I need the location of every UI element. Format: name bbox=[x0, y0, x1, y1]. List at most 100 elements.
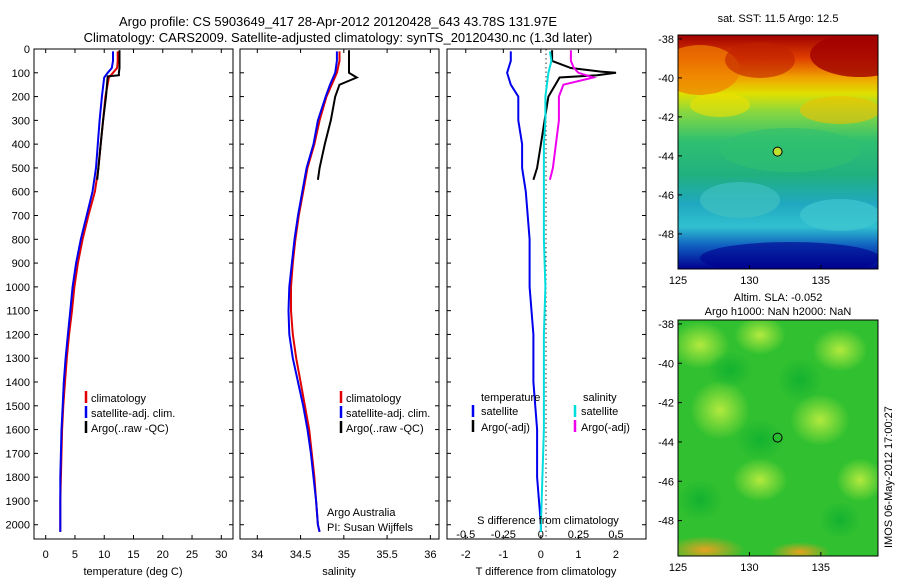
annotation-pi: PI: Susan Wijffels bbox=[327, 522, 413, 534]
y-tick-label: 1200 bbox=[6, 329, 30, 341]
x-tick-label: 35 bbox=[338, 549, 350, 561]
sla-map-panel: Altim. SLA: -0.052 Argo h1000: NaN h2000… bbox=[658, 292, 879, 574]
x-tick-label: 34.5 bbox=[290, 549, 311, 561]
series-line-s-satellite bbox=[539, 51, 553, 532]
y-tick-label: 100 bbox=[12, 68, 30, 80]
difference-panel: -2 -1 0 1 2 -0.5 -0.25 0 0.25 0.5 temperature sal… bbox=[446, 48, 647, 578]
y-tick-label: 1600 bbox=[6, 425, 30, 437]
series-line-s-argo-adj- bbox=[548, 50, 598, 181]
temperature-panel: 0100200300400500600700800900100011001200… bbox=[6, 44, 234, 578]
salinity-xlabel: salinity bbox=[322, 566, 356, 578]
sst-map-title: sat. SST: 11.5 Argo: 12.5 bbox=[718, 13, 839, 25]
salinity-panel: 34 34.5 35 35.5 36 climatology satellite-adj… bbox=[239, 48, 440, 578]
annotation-argo-australia: Argo Australia bbox=[327, 507, 396, 519]
series-line-climatology bbox=[59, 51, 119, 532]
difference-axes-box bbox=[446, 48, 647, 540]
x-tick-label: 5 bbox=[72, 549, 78, 561]
sla-map-title-line-1: Altim. SLA: -0.052 bbox=[734, 292, 823, 304]
series-line-argo-raw-qc- bbox=[96, 50, 121, 180]
temperature-legend: climatology satellite-adj. clim. Argo(..… bbox=[84, 391, 175, 435]
y-tick-label: -44 bbox=[658, 151, 674, 163]
title-line-1: Argo profile: CS 5903649_417 28-Apr-2012… bbox=[119, 14, 557, 29]
series-line-t-satellite bbox=[506, 51, 542, 532]
argo-position-marker bbox=[772, 146, 783, 157]
y-tick-label: -48 bbox=[658, 516, 674, 528]
s-tick-label: -0.5 bbox=[456, 529, 475, 541]
x-tick-label: 30 bbox=[215, 549, 227, 561]
legend-label-satellite: satellite-adj. clim. bbox=[91, 408, 175, 420]
y-tick-label: 1100 bbox=[6, 306, 30, 318]
y-tick-label: 700 bbox=[12, 211, 30, 223]
y-tick-label: 1300 bbox=[6, 353, 30, 365]
y-tick-label: -38 bbox=[658, 34, 674, 46]
y-tick-label: -40 bbox=[658, 358, 674, 370]
imos-timestamp-label: IMOS 06-May-2012 17:00:27 bbox=[883, 406, 895, 548]
y-tick-label: 200 bbox=[12, 92, 30, 104]
x-tick-label: -1 bbox=[498, 549, 508, 561]
y-tick-label: 400 bbox=[12, 139, 30, 151]
difference-legend: temperature salinity satellite Argo(-adj… bbox=[471, 392, 630, 434]
x-tick-label: 125 bbox=[669, 275, 687, 287]
x-tick-label: -2 bbox=[461, 549, 471, 561]
y-tick-label: 1400 bbox=[6, 377, 30, 389]
sst-map-frame bbox=[677, 34, 879, 270]
sla-map-image bbox=[678, 320, 878, 556]
x-tick-label: 1 bbox=[575, 549, 581, 561]
salinity-legend: climatology satellite-adj. clim. Argo(..… bbox=[339, 391, 430, 435]
legend-title-salinity: salinity bbox=[583, 392, 617, 404]
y-tick-label: 800 bbox=[12, 234, 30, 246]
x-tick-label: 0 bbox=[538, 549, 544, 561]
x-tick-label: 36 bbox=[424, 549, 436, 561]
sst-map-panel: sat. SST: 11.5 Argo: 12.5 125 130 135 -38 -4… bbox=[658, 13, 879, 287]
legend-title-temperature: temperature bbox=[481, 392, 540, 404]
y-tick-label: 1800 bbox=[6, 472, 30, 484]
y-tick-label: -46 bbox=[658, 476, 674, 488]
y-tick-label: -44 bbox=[658, 437, 674, 449]
y-tick-label: 500 bbox=[12, 163, 30, 175]
y-tick-label: -46 bbox=[658, 190, 674, 202]
x-tick-label: 10 bbox=[98, 549, 110, 561]
y-tick-label: 300 bbox=[12, 115, 30, 127]
legend-label-argo: Argo(..raw -QC) bbox=[346, 423, 424, 435]
x-tick-label: 25 bbox=[186, 549, 198, 561]
y-tick-label: 2000 bbox=[6, 520, 30, 532]
legend-label-s-argo: Argo(-adj) bbox=[581, 422, 630, 434]
legend-label-satellite: satellite-adj. clim. bbox=[346, 408, 430, 420]
x-tick-label: 130 bbox=[740, 275, 758, 287]
y-tick-label: 0 bbox=[24, 44, 30, 56]
temperature-axes-box bbox=[33, 48, 234, 540]
difference-xlabel: T difference from climatology bbox=[476, 566, 617, 578]
y-tick-label: -48 bbox=[658, 229, 674, 241]
legend-label-argo: Argo(..raw -QC) bbox=[91, 423, 169, 435]
x-tick-label: 34 bbox=[251, 549, 263, 561]
salinity-axes-box bbox=[239, 48, 440, 540]
series-line-argo-raw-qc- bbox=[316, 50, 360, 180]
legend-label-s-satellite: satellite bbox=[581, 406, 618, 418]
argo-position-marker bbox=[772, 432, 783, 443]
x-tick-label: 135 bbox=[812, 275, 830, 287]
x-tick-label: 0 bbox=[43, 549, 49, 561]
legend-label-climatology: climatology bbox=[346, 393, 402, 405]
s-difference-label: S difference from climatology bbox=[477, 515, 619, 527]
sla-map-title-line-2: Argo h1000: NaN h2000: NaN bbox=[705, 306, 852, 318]
y-tick-label: 1900 bbox=[6, 496, 30, 508]
y-tick-label: 1700 bbox=[6, 448, 30, 460]
x-tick-label: 2 bbox=[613, 549, 619, 561]
y-tick-label: 1000 bbox=[6, 282, 30, 294]
y-tick-label: 1500 bbox=[6, 401, 30, 413]
s-tick-label: 0.25 bbox=[568, 529, 589, 541]
y-tick-label: -42 bbox=[658, 398, 674, 410]
x-tick-label: 20 bbox=[157, 549, 169, 561]
s-tick-label: 0 bbox=[538, 529, 544, 541]
y-tick-label: -40 bbox=[658, 73, 674, 85]
title-line-2: Climatology: CARS2009. Satellite-adjuste… bbox=[84, 30, 593, 45]
y-tick-label: 600 bbox=[12, 187, 30, 199]
sla-map-frame bbox=[677, 319, 879, 557]
x-tick-label: 125 bbox=[669, 562, 687, 574]
x-tick-label: 130 bbox=[740, 562, 758, 574]
s-tick-label: 0.5 bbox=[608, 529, 623, 541]
y-tick-label: -42 bbox=[658, 112, 674, 124]
temperature-xlabel: temperature (deg C) bbox=[83, 566, 182, 578]
s-tick-label: -0.25 bbox=[491, 529, 516, 541]
